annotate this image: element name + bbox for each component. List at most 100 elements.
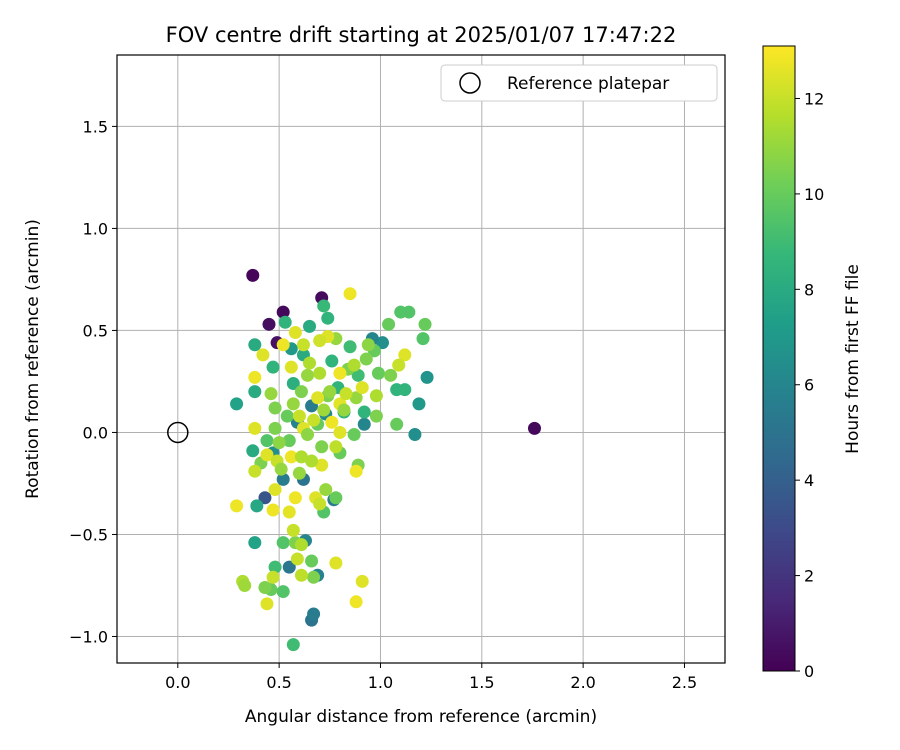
y-tick-label: −1.0	[69, 627, 108, 646]
data-point	[286, 523, 300, 537]
data-point	[337, 403, 351, 417]
colorbar-tick-label: 8	[804, 280, 814, 299]
data-point	[262, 317, 276, 331]
data-point	[369, 409, 383, 423]
data-point	[260, 597, 274, 611]
data-point	[339, 387, 353, 401]
x-tick-label: 2.5	[672, 673, 697, 692]
x-tick-label: 0.5	[266, 673, 291, 692]
data-point	[319, 483, 333, 497]
data-point	[294, 385, 308, 399]
data-point	[412, 397, 426, 411]
data-point	[321, 311, 335, 325]
data-point	[305, 454, 319, 468]
data-point	[230, 397, 244, 411]
y-tick-label: −0.5	[69, 525, 108, 544]
data-point	[303, 319, 317, 333]
data-point	[301, 427, 315, 441]
x-axis-ticks: 0.0 0.5 1.0 1.5 2.0 2.5	[165, 663, 697, 692]
data-point	[248, 421, 262, 435]
data-point	[284, 450, 298, 464]
data-point	[250, 499, 264, 513]
data-point	[258, 491, 272, 505]
data-point	[408, 427, 422, 441]
data-point	[325, 354, 339, 368]
data-point	[258, 581, 272, 595]
data-point	[284, 360, 298, 374]
data-point	[248, 338, 262, 352]
x-tick-label: 1.0	[368, 673, 393, 692]
data-point	[268, 483, 282, 497]
data-point	[288, 491, 302, 505]
data-point	[280, 409, 294, 423]
colorbar-tick-label: 4	[804, 471, 814, 490]
data-point	[355, 381, 369, 395]
data-point	[375, 336, 389, 350]
data-point	[349, 595, 363, 609]
data-point	[276, 472, 290, 486]
data-point	[317, 299, 331, 313]
data-point	[349, 464, 363, 478]
y-tick-label: 1.0	[83, 219, 108, 238]
data-point	[256, 348, 270, 362]
data-point	[294, 538, 308, 552]
data-points	[230, 268, 541, 652]
data-point	[274, 462, 288, 476]
data-point	[268, 560, 282, 574]
data-point	[282, 505, 296, 519]
data-point	[282, 434, 296, 448]
data-point	[296, 338, 310, 352]
data-point	[315, 458, 329, 472]
plot-area	[117, 55, 725, 663]
colorbar-tick-label: 6	[804, 376, 814, 395]
legend-marker	[459, 72, 481, 94]
y-tick-label: 0.0	[83, 423, 108, 442]
y-tick-label: 0.5	[83, 321, 108, 340]
data-point	[260, 448, 274, 462]
data-point	[311, 391, 325, 405]
data-point	[303, 356, 317, 370]
data-point	[416, 332, 430, 346]
x-tick-label: 1.5	[469, 673, 494, 692]
data-point	[527, 421, 541, 435]
colorbar-tick-label: 2	[804, 567, 814, 586]
data-point	[369, 389, 383, 403]
reference-platepar-marker	[167, 421, 189, 444]
data-point	[290, 552, 304, 566]
data-point	[351, 368, 365, 382]
data-point	[307, 413, 321, 427]
data-point	[347, 427, 361, 441]
data-point	[313, 366, 327, 380]
data-point	[260, 434, 274, 448]
data-point	[282, 560, 296, 574]
data-point	[355, 574, 369, 588]
colorbar-tick-label: 0	[804, 662, 814, 681]
colorbar-tick-label: 12	[804, 89, 824, 108]
data-point	[264, 387, 278, 401]
data-point	[359, 352, 373, 366]
data-point	[276, 305, 290, 319]
data-point	[266, 570, 280, 584]
data-point	[382, 317, 396, 331]
data-point	[286, 376, 300, 390]
data-point	[325, 415, 339, 429]
data-point	[323, 385, 337, 399]
y-axis-ticks: −1.0 −0.5 0.0 0.5 1.0 1.5	[69, 117, 117, 646]
data-point	[384, 368, 398, 382]
data-point	[248, 464, 262, 478]
data-point	[248, 536, 262, 550]
data-point	[268, 421, 282, 435]
data-point	[329, 440, 343, 454]
data-point	[272, 436, 286, 450]
data-point	[343, 340, 357, 354]
legend-entry-reference-platepar: Reference platepar	[507, 74, 669, 94]
data-point	[248, 370, 262, 384]
data-point	[238, 578, 252, 592]
data-point	[390, 417, 404, 431]
colorbar: 0 2 4 6 8 10 12 Hours from first FF file	[762, 45, 863, 681]
legend: Reference platepar	[440, 64, 718, 102]
data-point	[294, 568, 308, 582]
data-point	[392, 358, 406, 372]
data-point	[371, 366, 385, 380]
data-point	[301, 368, 315, 382]
